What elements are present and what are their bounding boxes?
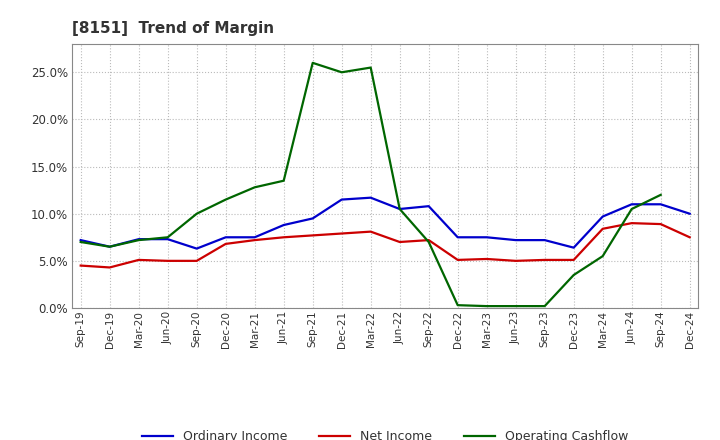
Ordinary Income — [395, 206, 404, 212]
Ordinary Income — [338, 197, 346, 202]
Operating Cashflow — [251, 185, 259, 190]
Net Income — [308, 233, 317, 238]
Ordinary Income — [105, 244, 114, 249]
Operating Cashflow — [570, 272, 578, 278]
Net Income — [135, 257, 143, 263]
Operating Cashflow — [308, 60, 317, 66]
Operating Cashflow — [454, 303, 462, 308]
Text: [8151]  Trend of Margin: [8151] Trend of Margin — [72, 21, 274, 36]
Net Income — [105, 265, 114, 270]
Net Income — [395, 239, 404, 245]
Ordinary Income — [308, 216, 317, 221]
Operating Cashflow — [192, 211, 201, 216]
Ordinary Income — [570, 245, 578, 250]
Net Income — [511, 258, 520, 264]
Ordinary Income — [454, 235, 462, 240]
Operating Cashflow — [657, 192, 665, 198]
Ordinary Income — [76, 238, 85, 243]
Operating Cashflow — [511, 304, 520, 309]
Operating Cashflow — [627, 206, 636, 212]
Operating Cashflow — [395, 206, 404, 212]
Ordinary Income — [685, 211, 694, 216]
Line: Operating Cashflow: Operating Cashflow — [81, 63, 661, 306]
Net Income — [76, 263, 85, 268]
Operating Cashflow — [163, 235, 172, 240]
Ordinary Income — [221, 235, 230, 240]
Ordinary Income — [424, 204, 433, 209]
Net Income — [192, 258, 201, 264]
Ordinary Income — [251, 235, 259, 240]
Ordinary Income — [135, 237, 143, 242]
Ordinary Income — [163, 237, 172, 242]
Net Income — [598, 226, 607, 231]
Net Income — [338, 231, 346, 236]
Operating Cashflow — [366, 65, 375, 70]
Net Income — [482, 257, 491, 262]
Net Income — [366, 229, 375, 234]
Ordinary Income — [657, 202, 665, 207]
Net Income — [570, 257, 578, 263]
Line: Net Income: Net Income — [81, 223, 690, 268]
Net Income — [541, 257, 549, 263]
Ordinary Income — [279, 222, 288, 227]
Net Income — [685, 235, 694, 240]
Operating Cashflow — [105, 244, 114, 249]
Ordinary Income — [192, 246, 201, 251]
Ordinary Income — [541, 238, 549, 243]
Net Income — [657, 221, 665, 227]
Net Income — [454, 257, 462, 263]
Ordinary Income — [366, 195, 375, 200]
Line: Ordinary Income: Ordinary Income — [81, 198, 690, 249]
Ordinary Income — [598, 214, 607, 219]
Operating Cashflow — [424, 239, 433, 245]
Ordinary Income — [482, 235, 491, 240]
Operating Cashflow — [338, 70, 346, 75]
Operating Cashflow — [221, 197, 230, 202]
Net Income — [279, 235, 288, 240]
Operating Cashflow — [541, 304, 549, 309]
Legend: Ordinary Income, Net Income, Operating Cashflow: Ordinary Income, Net Income, Operating C… — [138, 425, 633, 440]
Ordinary Income — [511, 238, 520, 243]
Operating Cashflow — [279, 178, 288, 183]
Operating Cashflow — [135, 238, 143, 243]
Operating Cashflow — [482, 304, 491, 309]
Net Income — [251, 238, 259, 243]
Operating Cashflow — [76, 239, 85, 245]
Net Income — [221, 241, 230, 246]
Operating Cashflow — [598, 253, 607, 259]
Net Income — [424, 238, 433, 243]
Net Income — [627, 220, 636, 226]
Net Income — [163, 258, 172, 264]
Ordinary Income — [627, 202, 636, 207]
